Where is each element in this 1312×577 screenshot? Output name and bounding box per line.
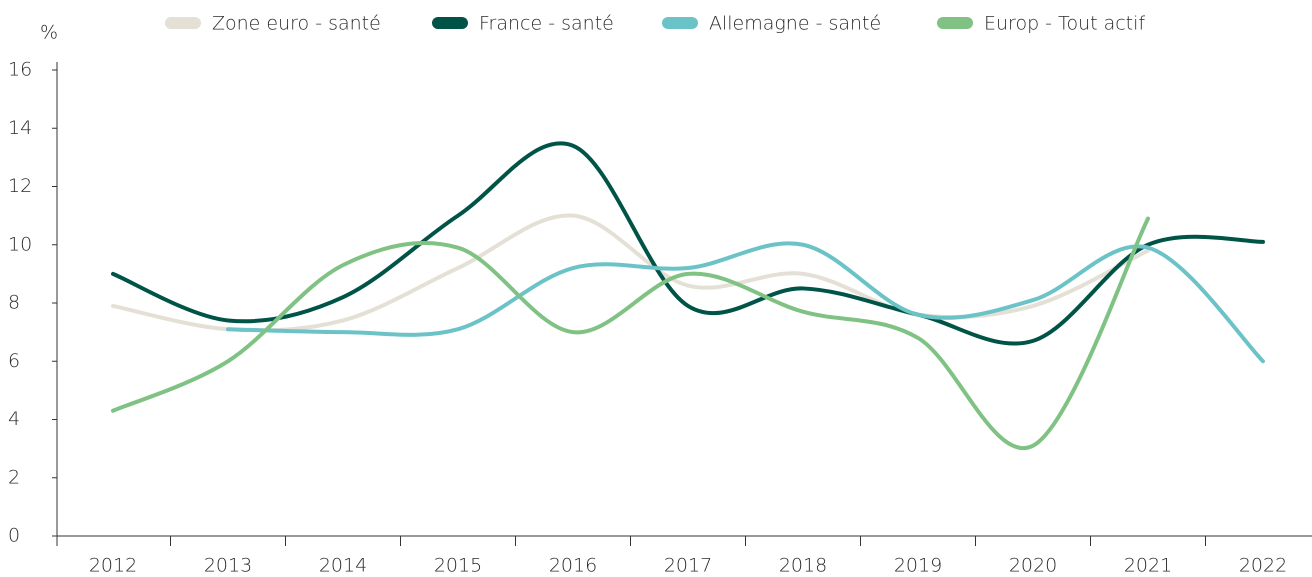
x-tick-label: 2022 [1239,555,1287,577]
legend-swatch [937,17,973,29]
y-tick-label: 10 [8,233,32,255]
y-tick-label: 8 [8,292,20,314]
legend-swatch [165,17,201,29]
series-line [111,141,1265,346]
x-tick-label: 2014 [319,555,367,577]
series-line [111,216,1150,451]
legend-label: France - santé [479,13,614,35]
y-tick-label: 12 [8,175,32,197]
legend-label: Zone euro - santé [212,13,381,35]
y-tick-label: 0 [8,525,20,547]
y-unit-label: % [40,22,58,44]
y-tick-label: 2 [8,466,20,488]
x-tick-label: 2018 [779,555,827,577]
x-tick-label: 2020 [1009,555,1057,577]
y-tick-label: 16 [8,59,32,81]
x-tick-label: 2021 [1124,555,1172,577]
x-tick-label: 2016 [549,555,597,577]
x-tick-label: 2015 [434,555,482,577]
y-tick-label: 6 [8,350,20,372]
x-tick-label: 2013 [204,555,252,577]
x-tick-label: 2017 [664,555,712,577]
x-tick-label: 2012 [89,555,137,577]
y-tick-label: 14 [8,117,32,139]
x-tick-label: 2019 [894,555,942,577]
legend-label: Allemagne - santé [709,13,881,35]
legend-swatch [432,17,468,29]
series-line [226,241,1265,364]
legend-swatch [662,17,698,29]
legend-label: Europ - Tout actif [984,13,1145,35]
y-tick-label: 4 [8,408,20,430]
